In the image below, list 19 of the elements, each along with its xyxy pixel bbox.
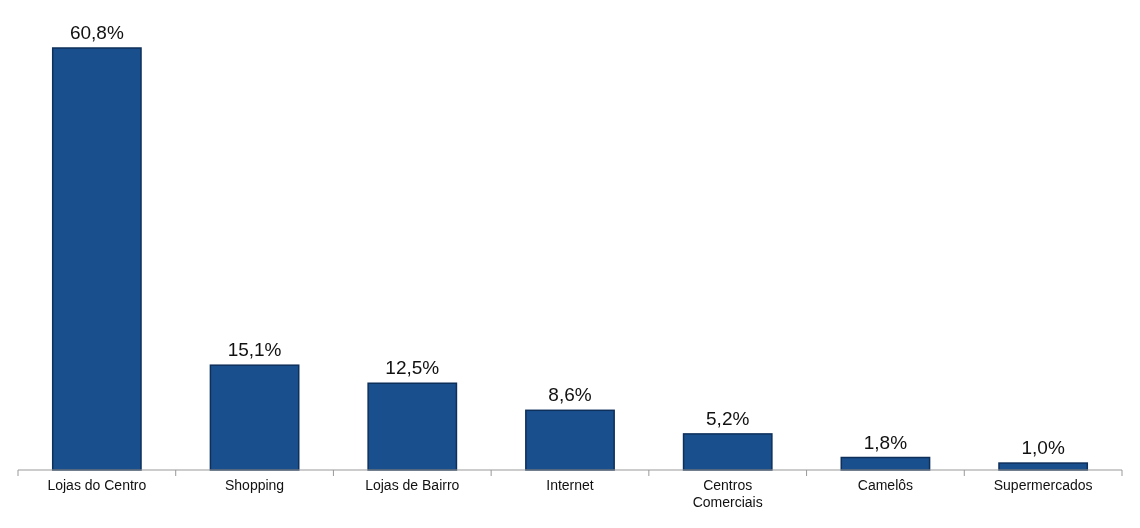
bar — [525, 409, 615, 471]
bar — [51, 47, 142, 471]
x-tick-label: Supermercados — [993, 477, 1093, 493]
bar — [367, 382, 458, 471]
data-label: 8,6% — [548, 384, 592, 406]
data-label: 15,1% — [227, 339, 282, 361]
data-label: 1,0% — [1021, 437, 1065, 459]
bar — [682, 433, 773, 471]
x-tick-label: Centros Comerciais — [692, 477, 763, 510]
x-tick-label: Camelôs — [857, 477, 914, 493]
x-tick-label: Lojas do Centro — [47, 477, 147, 493]
x-tick-label: Shopping — [224, 477, 285, 493]
data-label: 60,8% — [69, 22, 124, 43]
x-tick-label: Lojas de Bairro — [365, 477, 460, 493]
data-label: 5,2% — [706, 407, 750, 429]
bar — [209, 364, 300, 471]
data-label: 12,5% — [385, 357, 440, 379]
x-tick-label: Internet — [546, 477, 594, 493]
data-label: 1,8% — [863, 431, 908, 453]
